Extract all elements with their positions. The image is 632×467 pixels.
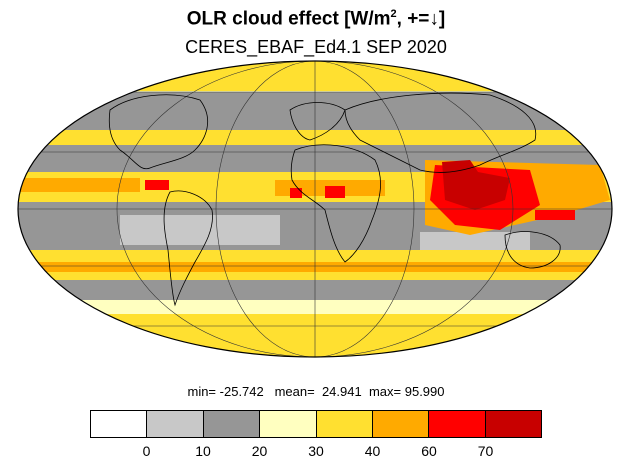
north-polar-band	[18, 61, 612, 91]
colorbar	[90, 410, 542, 438]
colorbar-tick-label: 0	[142, 443, 151, 459]
red-patch-americas	[145, 180, 169, 190]
colorbar-tick-label: 10	[195, 443, 211, 459]
colorbar-box-3	[260, 411, 317, 437]
meridian-90	[215, 61, 415, 357]
globe-outline	[17, 60, 613, 358]
mean-value: 24.941	[321, 384, 362, 399]
mean-label: mean=	[274, 384, 315, 399]
colorbar-box-5	[372, 411, 430, 437]
red-patch-africa-1	[290, 188, 302, 198]
coast-australia	[504, 231, 561, 269]
max-value: 95.990	[404, 384, 445, 399]
stats-line: min= -25.742 mean= 24.941 max= 95.990	[0, 384, 632, 399]
south-light-grey-indian	[420, 232, 530, 250]
colorbar-ticks: 0 10 20 30 40 60 70	[0, 443, 632, 461]
coast-europe	[289, 102, 346, 141]
colorbar-tick-label: 60	[421, 443, 437, 459]
colorbar-box-6	[429, 411, 486, 437]
red-patch-indonesia	[535, 210, 575, 220]
coast-south-america	[163, 190, 213, 307]
red-patch-africa-2	[325, 186, 345, 198]
colorbar-box-0	[91, 411, 148, 437]
title-superscript: 2	[390, 8, 397, 20]
coast-africa	[290, 144, 381, 263]
coast-north-america	[108, 94, 209, 170]
map-title: OLR cloud effect [W/m2, +=↓]	[0, 8, 632, 30]
south-mid-orange	[18, 262, 612, 272]
title-suffix: , +=↓]	[396, 8, 446, 30]
min-label: min=	[187, 384, 217, 399]
coast-asia	[344, 92, 537, 173]
colorbar-box-7	[485, 411, 541, 437]
colorbar-tick-label: 30	[308, 443, 324, 459]
colorbar-box-2	[203, 411, 261, 437]
meridian-180	[116, 61, 514, 357]
colorbar-box-4	[316, 411, 373, 437]
antarctic-yellow	[18, 314, 612, 357]
title-main: OLR cloud effect [W/m	[186, 8, 391, 30]
min-value: -25.742	[219, 384, 264, 399]
north-high-grey	[18, 92, 612, 132]
south-light-grey	[120, 215, 280, 245]
warm-pool-darkred	[442, 160, 510, 210]
colorbar-tick-label: 40	[364, 443, 381, 459]
colorbar-tick-label: 20	[251, 443, 268, 459]
max-label: max=	[368, 384, 402, 399]
itcz-orange-pacific	[20, 178, 140, 192]
coastlines	[108, 92, 561, 307]
map-subtitle: CERES_EBAF_Ed4.1 SEP 2020	[185, 37, 447, 57]
colorbar-tick-label: 70	[477, 443, 494, 459]
south-grey-band	[18, 280, 612, 302]
colorbar-box-1	[147, 411, 204, 437]
